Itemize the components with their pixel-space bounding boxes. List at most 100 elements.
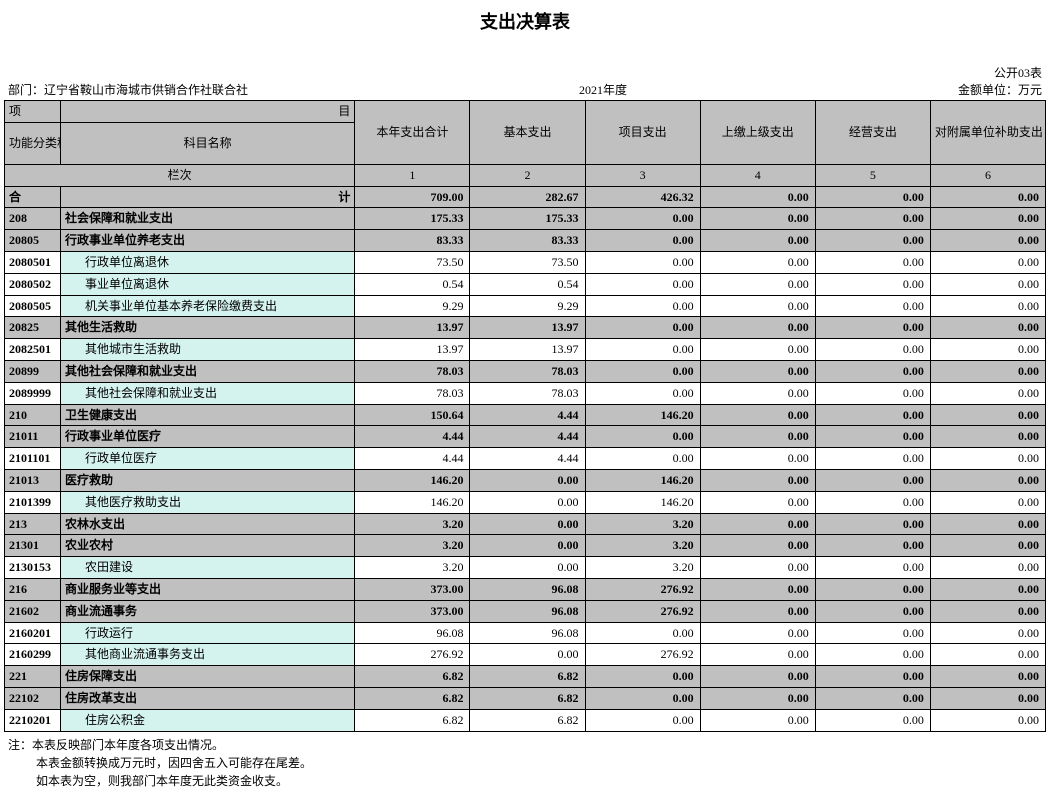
value-cell: 96.08 [470, 578, 585, 600]
table-row: 22102住房改革支出6.826.820.000.000.000.00 [5, 687, 1046, 709]
code-cell: 20825 [5, 317, 61, 339]
value-cell: 0.00 [930, 557, 1045, 579]
table-row: 2082501其他城市生活救助13.9713.970.000.000.000.0… [5, 339, 1046, 361]
table-row: 2130153农田建设3.200.003.200.000.000.00 [5, 557, 1046, 579]
value-cell: 0.00 [585, 251, 700, 273]
value-cell: 0.00 [930, 535, 1045, 557]
value-cell: 3.20 [355, 513, 470, 535]
value-cell: 0.00 [585, 339, 700, 361]
value-cell: 0.00 [700, 273, 815, 295]
value-cell: 0.00 [585, 295, 700, 317]
value-cell: 0.00 [700, 513, 815, 535]
value-cell: 4.44 [355, 448, 470, 470]
table-row: 2101399其他医疗救助支出146.200.00146.200.000.000… [5, 491, 1046, 513]
value-cell: 0.00 [700, 666, 815, 688]
code-cell: 21301 [5, 535, 61, 557]
value-cell: 0.00 [815, 709, 930, 731]
value-cell: 83.33 [355, 230, 470, 252]
value-cell: 0.00 [930, 295, 1045, 317]
value-cell: 0.00 [930, 687, 1045, 709]
name-cell: 其他商业流通事务支出 [61, 644, 355, 666]
value-cell: 373.00 [355, 600, 470, 622]
value-cell: 3.20 [585, 535, 700, 557]
value-cell: 0.54 [355, 273, 470, 295]
value-cell: 0.00 [585, 317, 700, 339]
value-cell: 0.00 [585, 360, 700, 382]
value-cell: 0.54 [470, 273, 585, 295]
value-cell: 175.33 [355, 208, 470, 230]
value-cell: 6.82 [355, 666, 470, 688]
name-cell: 机关事业单位基本养老保险缴费支出 [61, 295, 355, 317]
footer-line-2: 本表金额转换成万元时，因四舍五入可能存在尾差。 [8, 754, 1046, 772]
hdr-lane-5: 5 [815, 164, 930, 186]
name-cell: 农田建设 [61, 557, 355, 579]
value-cell: 0.00 [815, 273, 930, 295]
value-cell: 0.00 [815, 382, 930, 404]
value-cell: 73.50 [355, 251, 470, 273]
value-cell: 78.03 [355, 360, 470, 382]
value-cell: 0.00 [470, 557, 585, 579]
name-cell: 行政单位医疗 [61, 448, 355, 470]
value-cell: 4.44 [470, 426, 585, 448]
value-cell: 0.00 [700, 317, 815, 339]
name-cell: 卫生健康支出 [61, 404, 355, 426]
value-cell: 4.44 [470, 448, 585, 470]
hdr-lane-label: 栏次 [5, 164, 355, 186]
name-cell: 住房改革支出 [61, 687, 355, 709]
value-cell: 0.00 [585, 426, 700, 448]
table-row: 21301农业农村3.200.003.200.000.000.00 [5, 535, 1046, 557]
name-cell: 商业服务业等支出 [61, 578, 355, 600]
hdr-col-1: 本年支出合计 [355, 101, 470, 165]
value-cell: 0.00 [700, 469, 815, 491]
value-cell: 0.00 [470, 491, 585, 513]
value-cell: 0.00 [470, 469, 585, 491]
value-cell: 0.00 [585, 273, 700, 295]
value-cell: 0.00 [815, 666, 930, 688]
value-cell: 0.00 [930, 513, 1045, 535]
value-cell: 146.20 [585, 469, 700, 491]
value-cell: 0.00 [700, 208, 815, 230]
name-cell: 其他城市生活救助 [61, 339, 355, 361]
value-cell: 13.97 [355, 317, 470, 339]
name-cell: 其他生活救助 [61, 317, 355, 339]
value-cell: 276.92 [355, 644, 470, 666]
value-cell: 276.92 [585, 644, 700, 666]
footer-notes: 注：本表反映部门本年度各项支出情况。 本表金额转换成万元时，因四舍五入可能存在尾… [4, 732, 1046, 790]
sum-val-6: 0.00 [930, 186, 1045, 208]
value-cell: 0.00 [815, 448, 930, 470]
value-cell: 0.00 [930, 666, 1045, 688]
value-cell: 0.00 [815, 687, 930, 709]
table-row: 2160299其他商业流通事务支出276.920.00276.920.000.0… [5, 644, 1046, 666]
code-cell: 2080501 [5, 251, 61, 273]
meta-row: 部门：辽宁省鞍山市海城市供销合作社联合社 2021年度 金额单位：万元 [4, 81, 1046, 100]
hdr-lane-4: 4 [700, 164, 815, 186]
value-cell: 9.29 [355, 295, 470, 317]
code-cell: 2080505 [5, 295, 61, 317]
value-cell: 0.00 [700, 251, 815, 273]
value-cell: 9.29 [470, 295, 585, 317]
value-cell: 0.00 [930, 230, 1045, 252]
value-cell: 0.00 [930, 208, 1045, 230]
code-cell: 21013 [5, 469, 61, 491]
value-cell: 146.20 [355, 469, 470, 491]
sum-label-left: 合 [5, 186, 61, 208]
expenditure-table: 项 目 本年支出合计 基本支出 项目支出 上缴上级支出 经营支出 对附属单位补助… [4, 100, 1046, 732]
name-cell: 行政单位离退休 [61, 251, 355, 273]
code-cell: 2160299 [5, 644, 61, 666]
value-cell: 0.00 [930, 622, 1045, 644]
value-cell: 0.00 [930, 404, 1045, 426]
name-cell: 行政事业单位养老支出 [61, 230, 355, 252]
table-row: 21011行政事业单位医疗4.444.440.000.000.000.00 [5, 426, 1046, 448]
value-cell: 0.00 [470, 644, 585, 666]
value-cell: 78.03 [355, 382, 470, 404]
value-cell: 0.00 [700, 600, 815, 622]
value-cell: 0.00 [930, 339, 1045, 361]
page-title: 支出决算表 [4, 8, 1046, 34]
value-cell: 0.00 [815, 600, 930, 622]
value-cell: 0.00 [700, 622, 815, 644]
sum-val-5: 0.00 [815, 186, 930, 208]
value-cell: 0.00 [930, 317, 1045, 339]
hdr-lane-2: 2 [470, 164, 585, 186]
table-row: 2089999其他社会保障和就业支出78.0378.030.000.000.00… [5, 382, 1046, 404]
code-cell: 22102 [5, 687, 61, 709]
